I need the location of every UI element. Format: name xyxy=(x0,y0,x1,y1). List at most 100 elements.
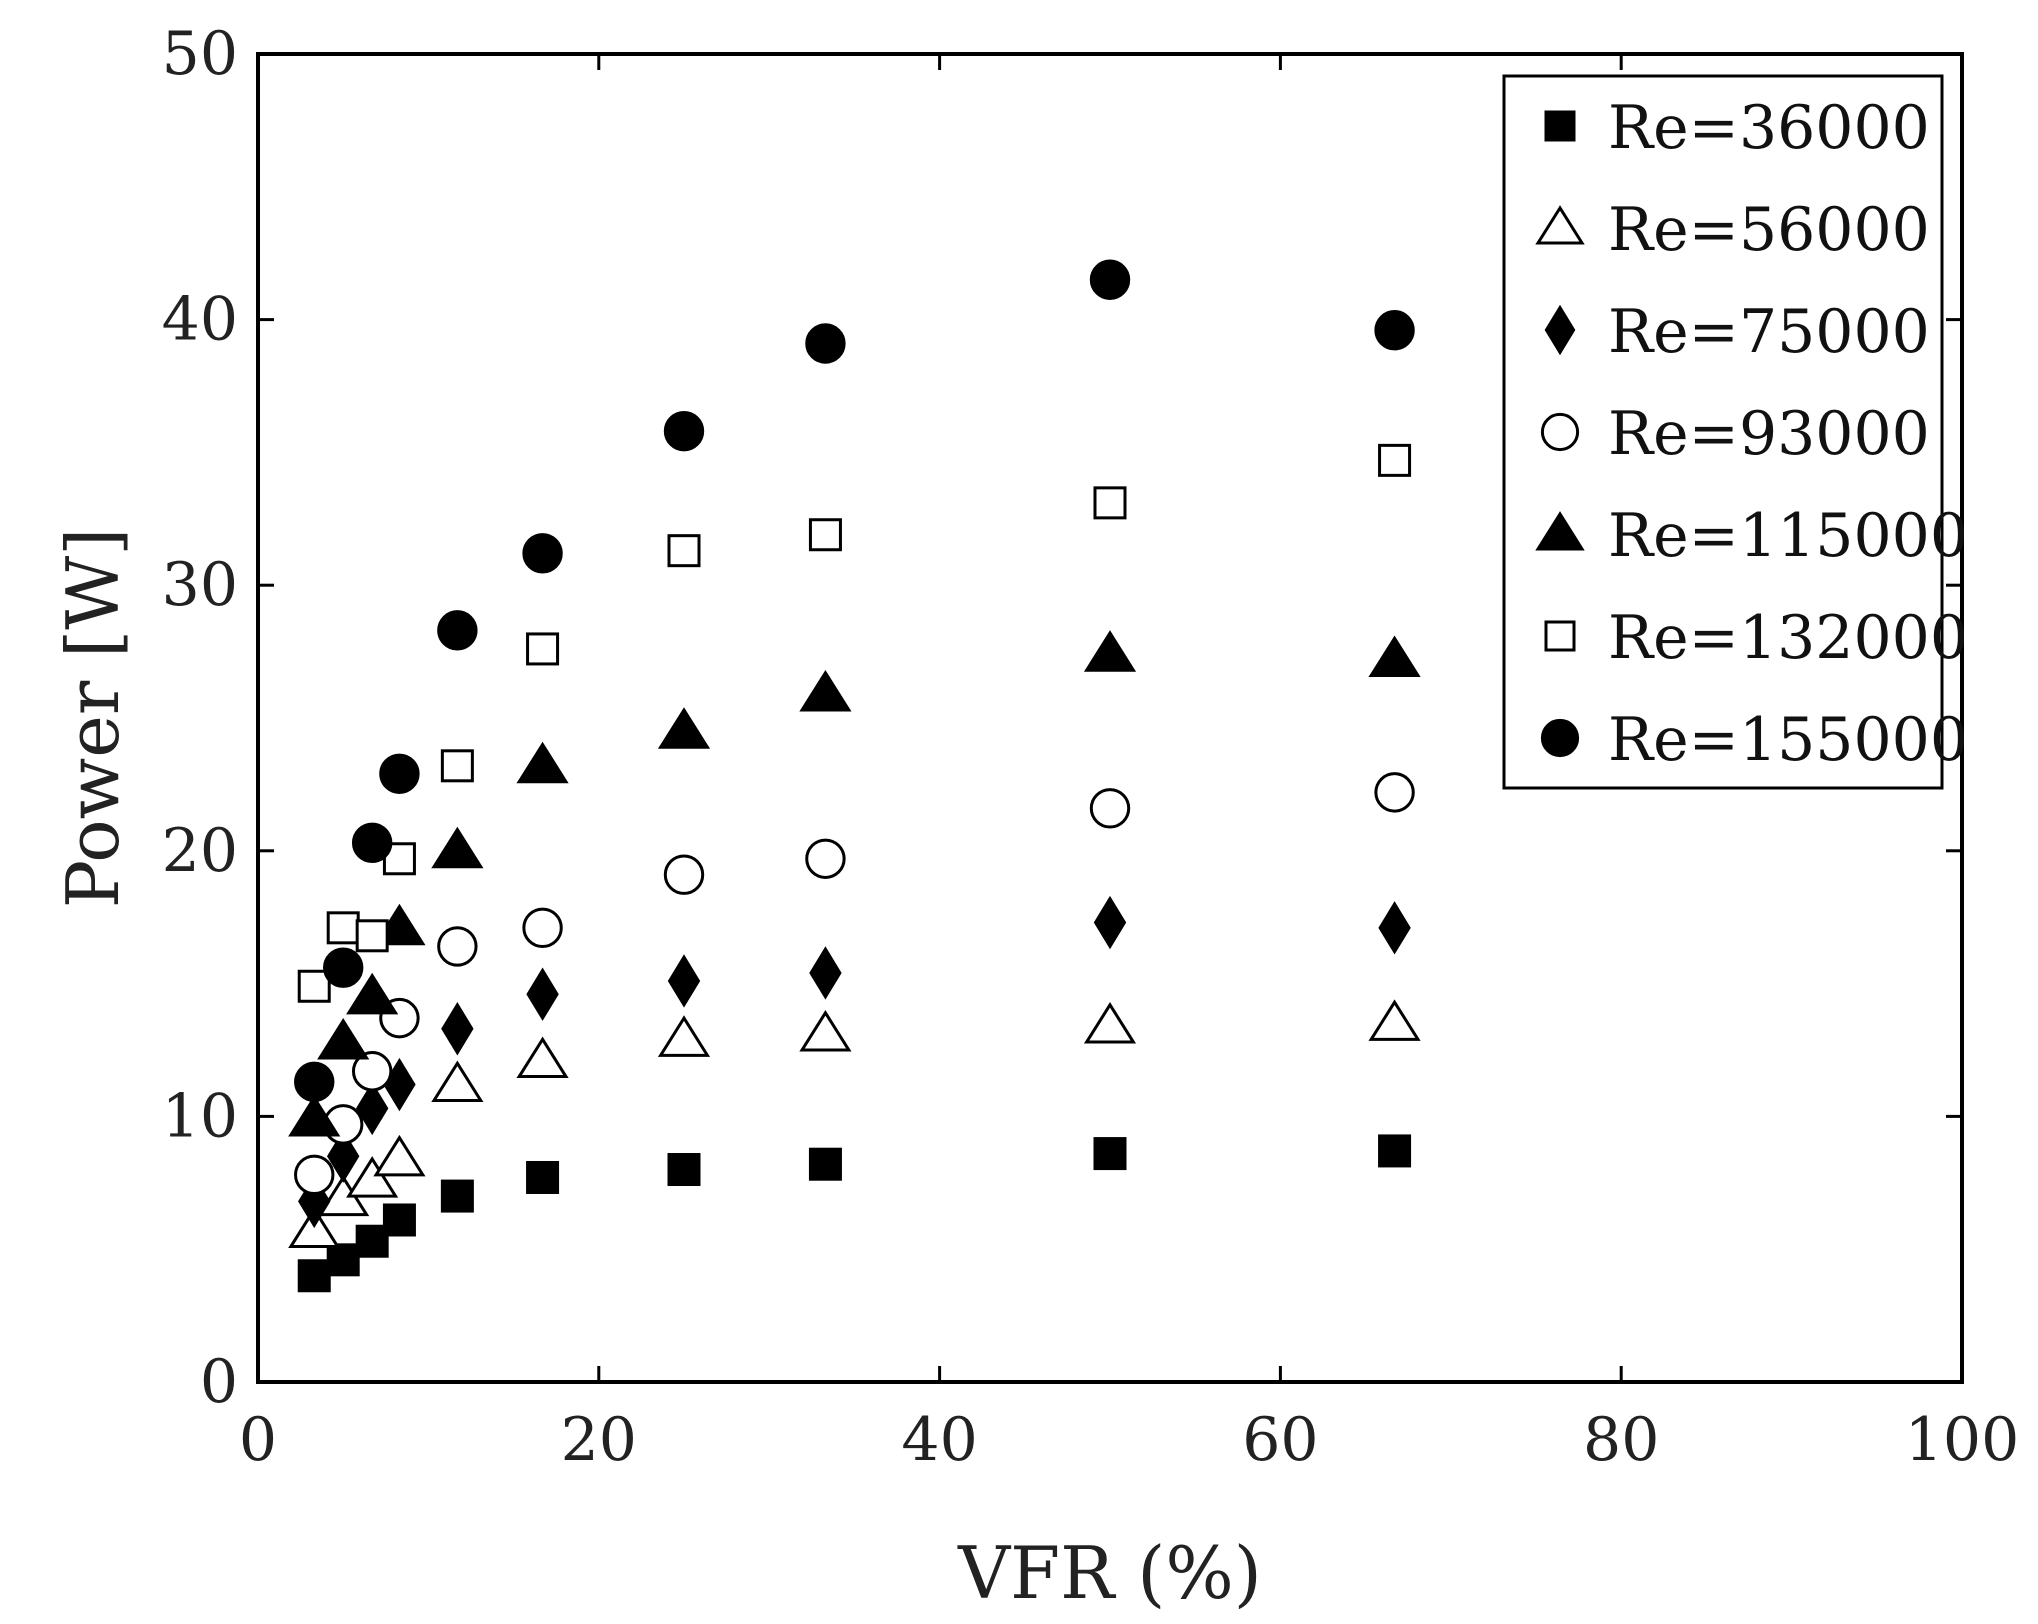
data-point xyxy=(297,1259,331,1293)
data-point xyxy=(799,1009,852,1052)
data-point xyxy=(431,826,484,869)
x-tick-label: 80 xyxy=(1583,1405,1659,1475)
data-point xyxy=(805,323,846,364)
data-point xyxy=(1378,443,1412,477)
data-points xyxy=(288,259,1421,1293)
x-tick-label: 0 xyxy=(239,1405,277,1475)
data-point xyxy=(809,946,842,1000)
data-point xyxy=(663,410,705,452)
data-point xyxy=(317,1017,370,1060)
data-point xyxy=(437,610,478,651)
data-point xyxy=(294,1154,335,1196)
data-point xyxy=(1374,772,1415,813)
data-point xyxy=(799,670,852,712)
data-point xyxy=(326,1129,360,1183)
plot-frame xyxy=(256,52,1964,1384)
legend-entry-label: Re=115000 xyxy=(1608,501,1968,571)
data-point xyxy=(440,1179,474,1213)
data-point xyxy=(351,1051,393,1092)
data-point xyxy=(808,518,842,552)
legend-entry-label: Re=75000 xyxy=(1608,297,1930,367)
data-point xyxy=(808,1147,842,1181)
data-point xyxy=(1378,1134,1412,1168)
y-tick-label: 30 xyxy=(162,550,238,620)
data-point xyxy=(346,1156,399,1198)
y-tick-label: 0 xyxy=(200,1347,238,1417)
data-point xyxy=(526,1160,560,1194)
tick-labels: 0 20 40 60 80 100 0 10 20 30 40 50 xyxy=(162,19,2020,1475)
legend-marker xyxy=(1544,304,1576,356)
data-point xyxy=(1093,1137,1127,1171)
data-point xyxy=(346,972,399,1015)
legend-entry-label: Re=93000 xyxy=(1608,399,1930,469)
data-point xyxy=(355,1081,389,1136)
data-point xyxy=(522,533,563,574)
data-point xyxy=(1368,635,1421,678)
data-point xyxy=(1374,310,1415,351)
data-point xyxy=(526,967,559,1021)
legend: Re=36000 Re=56000 Re=75000 Re=93000 Re=11500… xyxy=(1502,74,1968,790)
data-point xyxy=(516,741,569,784)
series-re-36000 xyxy=(297,1134,1412,1293)
data-point xyxy=(663,854,705,895)
series-re-75000 xyxy=(298,895,1411,1229)
data-point xyxy=(437,926,478,967)
legend-marker xyxy=(1535,511,1585,551)
legend-marker xyxy=(1544,110,1576,142)
data-point xyxy=(323,947,364,988)
data-point xyxy=(526,632,560,666)
legend-box xyxy=(1502,74,1944,790)
data-point xyxy=(516,1036,569,1079)
data-point xyxy=(326,911,360,945)
data-point xyxy=(297,969,331,1003)
x-tick-label: 40 xyxy=(901,1405,977,1475)
data-point xyxy=(440,749,474,783)
series-re-93000 xyxy=(294,772,1415,1196)
legend-marker xyxy=(1544,620,1576,652)
y-tick-label: 10 xyxy=(162,1081,238,1151)
data-point xyxy=(1368,999,1421,1041)
data-point xyxy=(1378,901,1411,955)
series-re-115000 xyxy=(288,630,1421,1137)
data-point xyxy=(379,753,420,794)
data-point xyxy=(351,822,393,864)
data-point xyxy=(431,1060,484,1102)
x-tick-label: 20 xyxy=(561,1405,637,1475)
legend-entry-label: Re=56000 xyxy=(1608,195,1930,265)
data-point xyxy=(522,907,563,949)
y-axis-title: Power [W] xyxy=(51,528,135,909)
series-re-132000 xyxy=(297,443,1412,1003)
data-point xyxy=(373,1134,426,1177)
data-point xyxy=(657,1015,711,1057)
data-point xyxy=(657,707,711,749)
series-re-56000 xyxy=(288,999,1421,1249)
data-point xyxy=(667,954,701,1008)
legend-marker xyxy=(1540,412,1580,452)
legend-entry-label: Re=155000 xyxy=(1608,705,1968,775)
data-point xyxy=(326,1243,360,1277)
y-tick-label: 50 xyxy=(162,19,238,89)
data-point xyxy=(382,1203,416,1237)
data-point xyxy=(1089,259,1131,300)
legend-marker xyxy=(1540,718,1580,758)
data-point xyxy=(1083,630,1137,672)
x-axis-title: VFR (%) xyxy=(957,1531,1262,1615)
data-point xyxy=(294,1061,335,1103)
legend-entry-label: Re=36000 xyxy=(1608,93,1930,163)
data-point xyxy=(1093,895,1127,950)
legend-entry-label: Re=132000 xyxy=(1608,603,1968,673)
series-re-155000 xyxy=(294,259,1415,1103)
data-point xyxy=(355,1224,389,1258)
y-tick-label: 20 xyxy=(162,816,238,886)
data-point xyxy=(1093,486,1127,520)
x-tick-label: 60 xyxy=(1242,1405,1318,1475)
data-point xyxy=(667,534,701,568)
y-tick-label: 40 xyxy=(162,285,238,355)
data-point xyxy=(355,919,389,953)
data-point xyxy=(441,1002,474,1056)
legend-marker xyxy=(1535,205,1585,245)
data-point xyxy=(805,838,846,879)
data-point xyxy=(288,1094,341,1137)
data-point xyxy=(1089,788,1131,829)
